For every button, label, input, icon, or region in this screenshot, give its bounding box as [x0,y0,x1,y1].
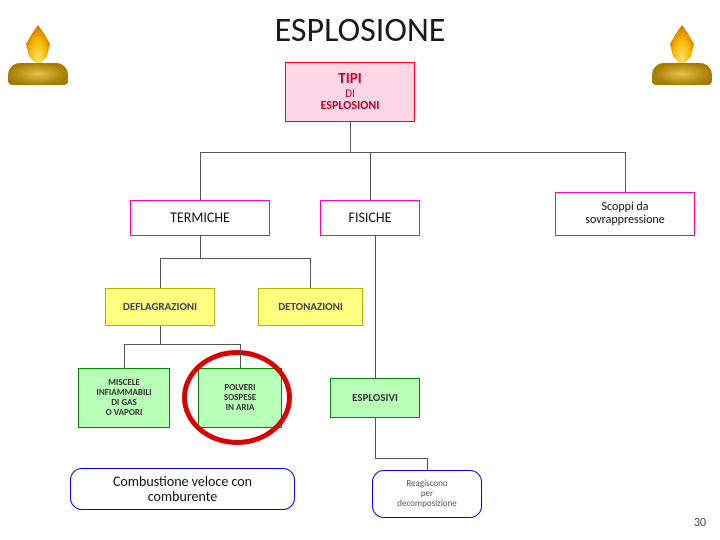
connector [370,152,371,200]
vvf-logo-right [652,25,712,85]
vvf-logo-left [8,25,68,85]
connector [160,258,310,259]
node-detonazioni: DETONAZIONI [258,288,363,326]
combust-l2: comburente [148,489,217,504]
highlight-circle [182,350,292,445]
connector [200,152,625,153]
node-deflagrazioni: DEFLAGRAZIONI [105,288,215,326]
connector [160,258,161,288]
node-miscele-gas-vapori: MISCELE INFIAMMABILI DI GAS O VAPORI [78,368,170,428]
node-termiche: TERMICHE [130,200,270,236]
node-esplosivi: ESPLOSIVI [330,378,420,418]
root-tipi-di-esplosioni: TIPI DI ESPLOSIONI [285,62,415,122]
root-line2: DI [345,88,355,100]
scoppi-line2: sovrappressione [585,214,664,227]
connector [124,344,240,345]
callout-reagiscono: Reagiscono per decomposizione [372,470,482,518]
node-scoppi: Scoppi da sovrappressione [555,192,695,236]
connector [350,122,351,152]
connector [124,344,125,368]
root-line3: ESPLOSIONI [321,100,380,113]
slide-title: ESPLOSIONE [275,10,446,51]
connector [310,258,311,288]
miscele-l4: O VAPORI [106,408,143,418]
page-number: 30 [694,516,706,530]
connector [427,458,428,470]
connector [375,458,427,459]
combust-l1: Combustione veloce con [113,474,252,489]
connector [200,152,201,200]
connector [375,236,376,378]
connector [200,236,201,258]
connector [160,326,161,344]
connector [625,152,626,192]
callout-combustione-veloce: Combustione veloce con comburente [70,468,295,510]
root-line1: TIPI [338,71,361,88]
node-fisiche: FISICHE [320,200,420,236]
connector [240,344,241,368]
reag-l3: decomposizione [397,499,457,509]
connector [375,418,376,458]
